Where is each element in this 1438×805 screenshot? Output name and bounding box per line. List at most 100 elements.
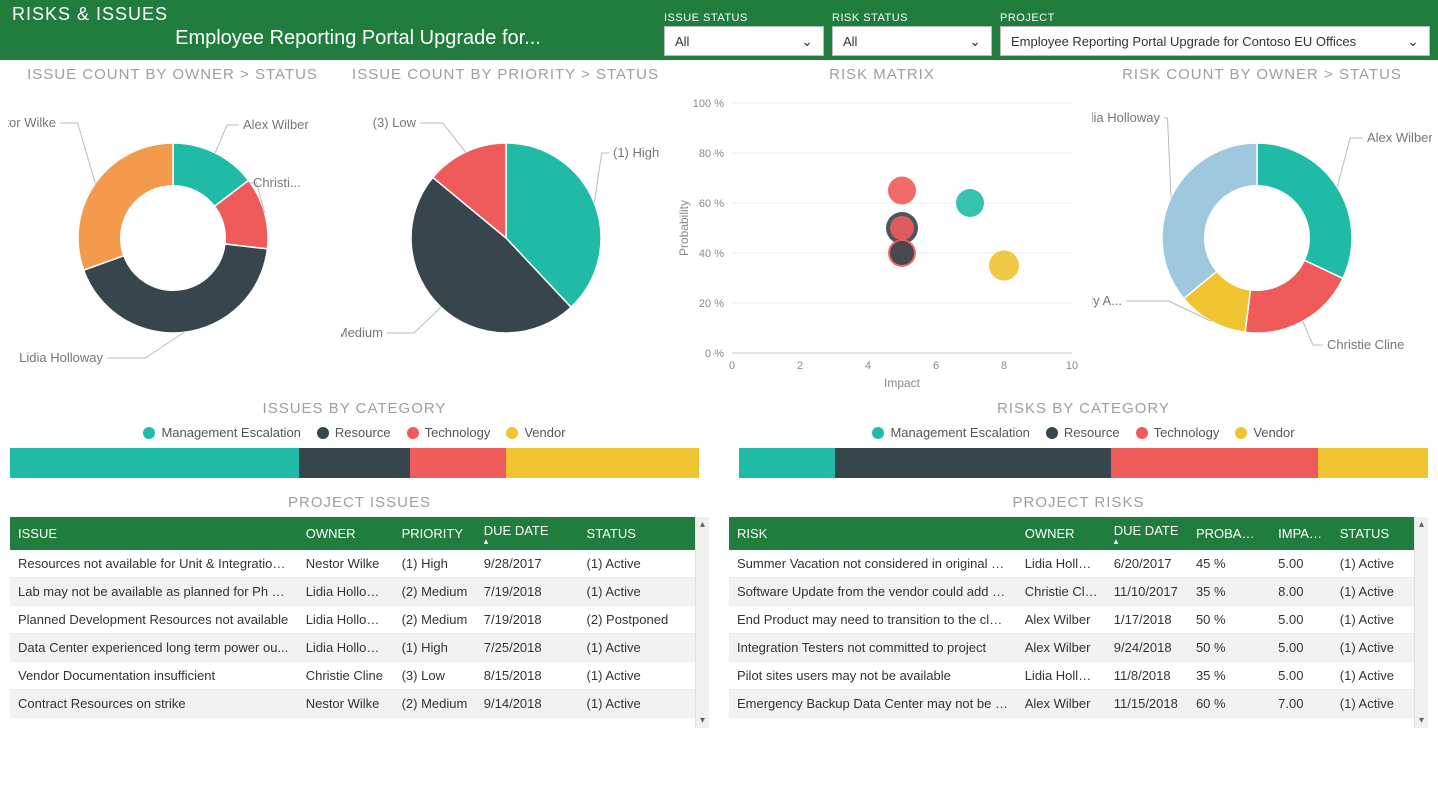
table-row[interactable]: Integration Testers not committed to pro… (729, 634, 1414, 662)
table-cell: Lidia Holloway (298, 606, 394, 634)
column-header[interactable]: OWNER (298, 517, 394, 550)
dropdown-risk-status[interactable]: All ⌄ (832, 26, 992, 56)
legend-item[interactable]: Technology (1136, 425, 1220, 440)
slice-label: (3) Low (372, 115, 416, 130)
bar-segment[interactable] (1111, 448, 1318, 478)
legend-item[interactable]: Vendor (1235, 425, 1294, 440)
table-row[interactable]: End Product may need to transition to th… (729, 606, 1414, 634)
table-row[interactable]: Emergency Backup Data Center may not be … (729, 690, 1414, 718)
table-cell: 50 % (1188, 634, 1270, 662)
legend: Management Escalation Resource Technology V… (739, 425, 1428, 440)
scrollbar-vertical[interactable]: ▴ ▾ (1414, 517, 1428, 728)
bar-segment[interactable] (506, 448, 699, 478)
bar-segment[interactable] (10, 448, 299, 478)
table-title: PROJECT ISSUES (10, 494, 709, 511)
bar-segment[interactable] (835, 448, 1111, 478)
table-cell: Emergency Backup Data Center may not be … (729, 690, 1017, 718)
column-header[interactable]: ISSUE (10, 517, 298, 550)
table-cell: Nestor Wilke (298, 690, 394, 718)
legend-item[interactable]: Resource (1046, 425, 1120, 440)
table-row[interactable]: Planned Development Resources not availa… (10, 606, 695, 634)
scroll-up-icon[interactable]: ▴ (700, 519, 705, 530)
scatter-point[interactable] (890, 241, 914, 265)
scroll-up-icon[interactable]: ▴ (1419, 519, 1424, 530)
chart-slice[interactable] (1257, 143, 1352, 278)
column-header[interactable]: DUE DATE▴ (476, 517, 579, 550)
legend-label: Technology (1154, 425, 1220, 440)
table-cell: (1) Active (579, 662, 695, 690)
column-header[interactable]: IMPACT (1270, 517, 1332, 550)
svg-text:Probability: Probability (677, 200, 691, 256)
risks-table[interactable]: RISKOWNERDUE DATE▴PROBABILITYIMPACTSTATU… (729, 517, 1414, 718)
svg-text:80 %: 80 % (699, 148, 724, 160)
column-header[interactable]: PRIORITY (394, 517, 476, 550)
panel-risk-count-owner[interactable]: RISK COUNT BY OWNER > STATUS Alex Wilber… (1092, 62, 1432, 400)
table-row[interactable]: Summer Vacation not considered in origin… (729, 550, 1414, 578)
table-cell: (1) Active (1332, 550, 1414, 578)
legend-item[interactable]: Vendor (506, 425, 565, 440)
table-cell: Data Center experienced long term power … (10, 634, 298, 662)
stacked-bar (739, 448, 1428, 478)
chart-slice[interactable] (1245, 260, 1343, 333)
table-cell: Resources not available for Unit & Integ… (10, 550, 298, 578)
dropdown-value: All (675, 34, 689, 49)
scatter-chart: 0 %20 %40 %60 %80 %100 %0246810Probabili… (672, 83, 1092, 393)
column-header[interactable]: RISK (729, 517, 1017, 550)
scatter-point[interactable] (989, 251, 1019, 281)
bar-segment[interactable] (410, 448, 506, 478)
table-cell: Vendor Documentation insufficient (10, 662, 298, 690)
table-cell: 9/28/2017 (476, 550, 579, 578)
scrollbar-vertical[interactable]: ▴ ▾ (695, 517, 709, 728)
table-cell: Pilot sites users may not be available (729, 662, 1017, 690)
panel-issue-count-priority[interactable]: ISSUE COUNT BY PRIORITY > STATUS (1) Hig… (339, 62, 672, 400)
column-header[interactable]: STATUS (1332, 517, 1414, 550)
slice-label: (1) High (613, 145, 659, 160)
column-header[interactable]: PROBABILITY (1188, 517, 1270, 550)
slice-label: Lidia Holloway (1092, 110, 1160, 125)
scroll-down-icon[interactable]: ▾ (700, 715, 705, 726)
chevron-down-icon: ⌄ (969, 33, 981, 50)
legend-item[interactable]: Management Escalation (143, 425, 300, 440)
table-row[interactable]: Contract Resources on strikeNestor Wilke… (10, 690, 695, 718)
legend-item[interactable]: Technology (407, 425, 491, 440)
table-row[interactable]: Pilot sites users may not be availableLi… (729, 662, 1414, 690)
table-row[interactable]: Software Update from the vendor could ad… (729, 578, 1414, 606)
dropdown-issue-status[interactable]: All ⌄ (664, 26, 824, 56)
table-cell: 35 % (1188, 578, 1270, 606)
svg-text:4: 4 (865, 360, 871, 372)
filter-label: RISK STATUS (832, 12, 992, 24)
table-row[interactable]: Lab may not be available as planned for … (10, 578, 695, 606)
legend-swatch (1046, 427, 1058, 439)
scatter-point[interactable] (890, 216, 914, 240)
table-row[interactable]: Resources not available for Unit & Integ… (10, 550, 695, 578)
table-row[interactable]: Data Center experienced long term power … (10, 634, 695, 662)
legend-label: Resource (1064, 425, 1120, 440)
table-cell: (1) Active (579, 578, 695, 606)
legend-item[interactable]: Management Escalation (872, 425, 1029, 440)
column-header[interactable]: OWNER (1017, 517, 1106, 550)
chart-slice[interactable] (77, 143, 172, 270)
bar-segment[interactable] (1318, 448, 1428, 478)
panel-risk-matrix[interactable]: RISK MATRIX 0 %20 %40 %60 %80 %100 %0246… (672, 62, 1092, 400)
dropdown-project[interactable]: Employee Reporting Portal Upgrade for Co… (1000, 26, 1430, 56)
column-header[interactable]: DUE DATE▴ (1106, 517, 1188, 550)
scatter-point[interactable] (888, 177, 916, 205)
table-cell: Alex Wilber (1017, 634, 1106, 662)
scroll-down-icon[interactable]: ▾ (1419, 715, 1424, 726)
risks-by-category[interactable]: RISKS BY CATEGORY Management EscalationR… (739, 400, 1428, 478)
panel-issue-count-owner[interactable]: ISSUE COUNT BY OWNER > STATUS Alex Wilbe… (6, 62, 339, 400)
table-cell: 11/10/2017 (1106, 578, 1188, 606)
table-cell: (2) Medium (394, 690, 476, 718)
table-title: PROJECT RISKS (729, 494, 1428, 511)
issues-by-category[interactable]: ISSUES BY CATEGORY Management Escalation… (10, 400, 699, 478)
chart-slice[interactable] (1162, 143, 1257, 299)
table-row[interactable]: Vendor Documentation insufficientChristi… (10, 662, 695, 690)
bar-segment[interactable] (739, 448, 835, 478)
bar-segment[interactable] (299, 448, 409, 478)
legend-item[interactable]: Resource (317, 425, 391, 440)
issues-table[interactable]: ISSUEOWNERPRIORITYDUE DATE▴STATUS Resourc… (10, 517, 695, 718)
column-header[interactable]: STATUS (579, 517, 695, 550)
scatter-point[interactable] (956, 189, 984, 217)
slice-label: Alex Wilber (1367, 130, 1432, 145)
dropdown-value: All (843, 34, 857, 49)
